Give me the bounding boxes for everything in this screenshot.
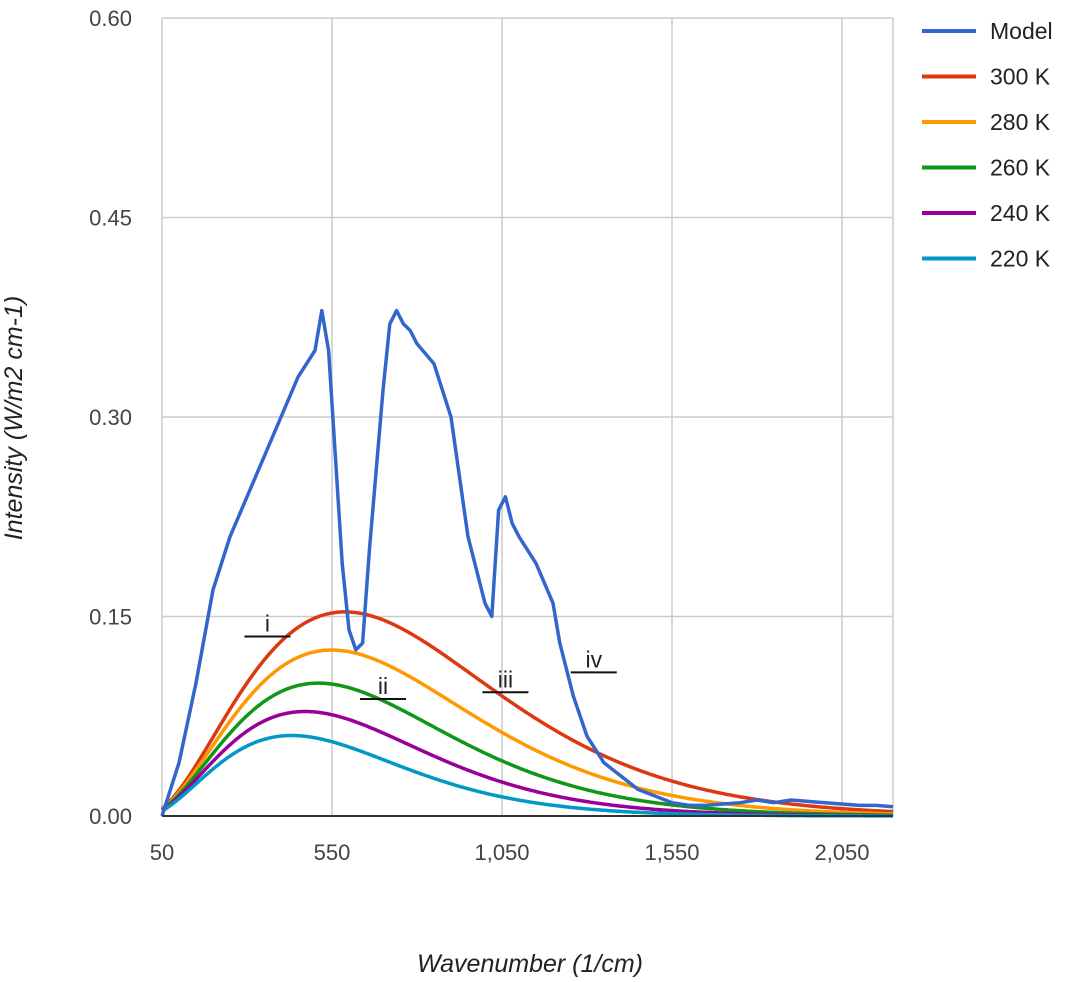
annotation-label: ii bbox=[378, 673, 388, 699]
y-tick-label: 0.15 bbox=[89, 605, 132, 630]
legend-label: 280 K bbox=[990, 109, 1051, 135]
legend: Model 300 K 280 K 260 K 240 K 220 K bbox=[922, 18, 1053, 272]
y-tick-label: 0.60 bbox=[89, 6, 132, 31]
x-axis: 50 550 1,050 1,550 2,050 bbox=[150, 815, 893, 865]
annotation-label: iii bbox=[498, 666, 513, 692]
legend-label: 260 K bbox=[990, 155, 1051, 181]
series-line-280k bbox=[160, 648, 894, 816]
x-tick-label: 1,050 bbox=[474, 840, 529, 865]
series-line-260k bbox=[160, 681, 894, 817]
x-tick-label: 2,050 bbox=[814, 840, 869, 865]
series-line-300k bbox=[160, 610, 894, 814]
y-tick-label: 0.30 bbox=[89, 405, 132, 430]
y-axis: 0.00 0.15 0.30 0.45 0.60 bbox=[89, 6, 132, 829]
x-tick-label: 1,550 bbox=[644, 840, 699, 865]
x-tick-label: 50 bbox=[150, 840, 174, 865]
legend-label: 300 K bbox=[990, 64, 1051, 90]
legend-label: 220 K bbox=[990, 246, 1051, 272]
annotation-label: i bbox=[265, 610, 270, 636]
y-tick-label: 0.45 bbox=[89, 206, 132, 231]
x-axis-title: Wavenumber (1/cm) bbox=[417, 950, 643, 978]
x-tick-label: 550 bbox=[314, 840, 351, 865]
y-axis-title: Intensity (W/m2 cm-1) bbox=[0, 296, 28, 540]
plot-area bbox=[160, 308, 894, 818]
annotation-label: iv bbox=[585, 646, 602, 672]
grid bbox=[161, 17, 894, 817]
series-line-model bbox=[160, 308, 894, 817]
legend-label: Model bbox=[990, 18, 1053, 44]
legend-label: 240 K bbox=[990, 200, 1051, 226]
y-tick-label: 0.00 bbox=[89, 804, 132, 829]
